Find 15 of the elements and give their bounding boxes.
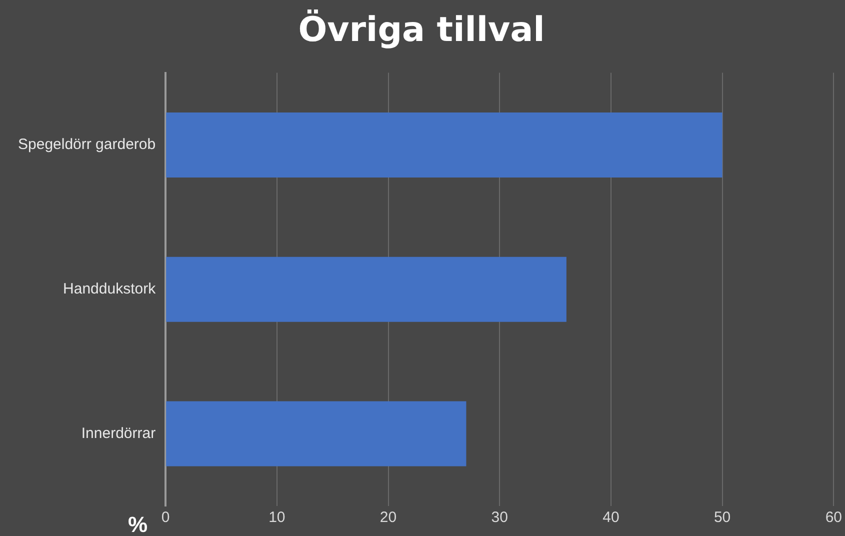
y-tick-label: Innerdörrar [81, 424, 156, 442]
bar [166, 401, 466, 466]
y-tick-label: Handdukstork [63, 280, 156, 298]
y-tick-label: Spegeldörr garderob [18, 136, 156, 154]
x-tick-label: 50 [714, 509, 731, 526]
x-tick-label: 60 [825, 509, 842, 526]
x-axis-title: % [128, 512, 148, 536]
x-tick-label: 20 [380, 509, 397, 526]
chart-title: Övriga tillval [298, 9, 545, 50]
x-tick-label: 0 [161, 509, 170, 526]
bar [166, 112, 722, 178]
bar [166, 256, 566, 322]
x-tick-label: 10 [268, 509, 286, 526]
x-tick-label: 30 [491, 509, 508, 526]
x-tick-label: 40 [602, 509, 620, 526]
